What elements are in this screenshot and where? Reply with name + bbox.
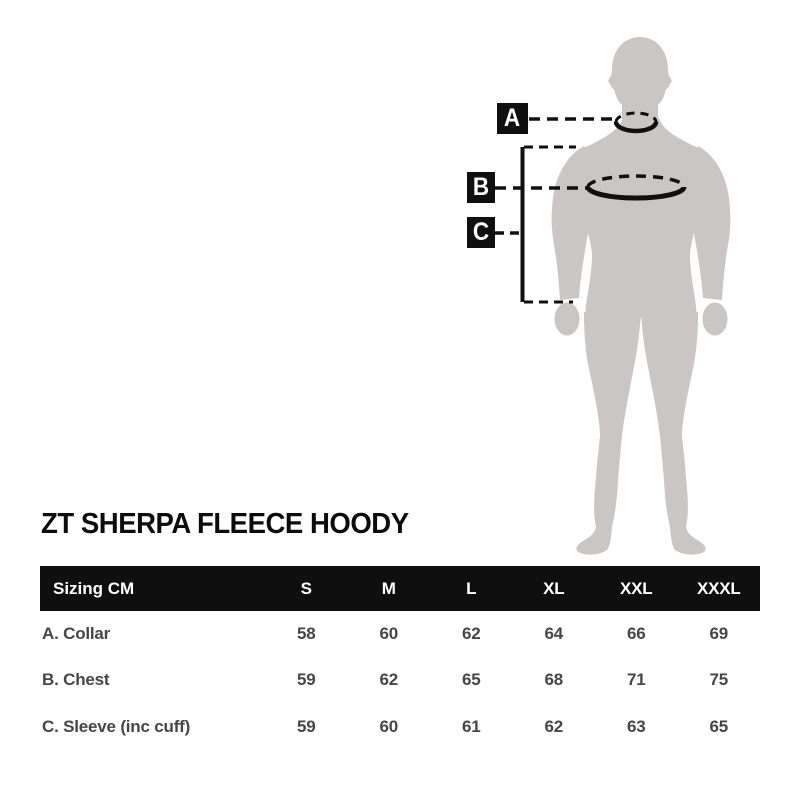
left-hand-shape: [554, 302, 580, 336]
measure-label-b-letter: B: [472, 173, 490, 201]
chest-ellipse-top: [586, 174, 686, 188]
right-leg-shape: [641, 312, 706, 555]
row-label-collar: A. Collar: [42, 624, 111, 644]
header-cell-xxxl: XXXL: [696, 578, 741, 598]
measure-label-a-letter: A: [504, 104, 521, 132]
row-label-sleeve: C. Sleeve (inc cuff): [42, 716, 191, 736]
sleeve-size-m: 60: [379, 716, 398, 736]
chest-size-xxxl: 75: [709, 670, 728, 690]
measure-label-c-letter: C: [472, 218, 490, 246]
left-arm-shape: [551, 146, 594, 300]
row-label-chest: B. Chest: [42, 670, 110, 690]
chest-ellipse-bottom: [585, 186, 687, 201]
collar-size-m: 60: [379, 624, 398, 644]
head-shape: [608, 37, 672, 111]
sleeve-size-l: 61: [461, 716, 481, 736]
header-cell-m: M: [381, 578, 396, 598]
sleeve-size-s: 59: [296, 716, 316, 736]
right-hand-shape: [702, 302, 728, 336]
table-row-collar: A. Collar 58 60 62 64 66 69: [40, 611, 760, 657]
torso-shape: [570, 118, 712, 318]
sleeve-size-xxl: 63: [626, 716, 646, 736]
collar-ellipse-bottom: [613, 121, 659, 134]
measure-label-b: B: [467, 172, 495, 203]
measure-label-c: C: [467, 217, 495, 248]
product-title: ZT SHERPA FLEECE HOODY: [41, 508, 409, 540]
header-cell-xl: XL: [543, 578, 565, 598]
left-leg-shape: [576, 312, 641, 555]
collar-size-s: 58: [296, 624, 316, 644]
header-cell-xxl: XXL: [620, 578, 653, 598]
measurement-annotations: [495, 111, 687, 304]
collar-size-xxl: 66: [626, 624, 646, 644]
header-cell-l: L: [466, 578, 477, 598]
right-arm-shape: [688, 146, 731, 300]
chest-size-l: 65: [461, 670, 481, 690]
collar-ellipse-top: [614, 111, 658, 123]
body-silhouette: [551, 37, 731, 555]
collar-size-xl: 64: [544, 624, 563, 644]
sleeve-size-xxxl: 65: [709, 716, 728, 736]
collar-size-xxxl: 69: [709, 624, 728, 644]
chest-size-s: 59: [296, 670, 316, 690]
collar-size-l: 62: [461, 624, 481, 644]
table-row-chest: B. Chest 59 62 65 68 71 75: [40, 657, 760, 703]
table-row-sleeve: C. Sleeve (inc cuff) 59 60 61 62 63 65: [40, 704, 760, 750]
sizing-table-body: A. Collar 58 60 62 64 66 69 B. Chest 59 …: [40, 611, 760, 750]
sizing-table: Sizing CM S M L XL XXL XXXL A. Collar 58…: [40, 566, 760, 750]
chest-size-xl: 68: [544, 670, 563, 690]
chest-size-m: 62: [379, 670, 398, 690]
sleeve-size-xl: 62: [544, 716, 563, 736]
sizing-table-header: Sizing CM S M L XL XXL XXXL: [40, 566, 760, 611]
measure-label-a: A: [497, 103, 528, 134]
header-cell-s: S: [300, 578, 312, 598]
chest-size-xxl: 71: [626, 670, 646, 690]
header-cell-sizing-cm: Sizing CM: [53, 578, 135, 598]
